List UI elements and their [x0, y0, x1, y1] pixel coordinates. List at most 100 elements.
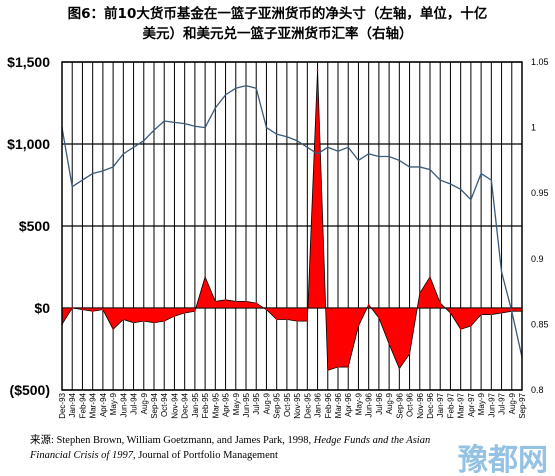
x-axis-tick-label: Mar-97	[457, 392, 466, 418]
exchange-rate-point	[153, 129, 155, 131]
right-axis-tick-label: 1.05	[531, 57, 549, 67]
exchange-rate-point	[132, 146, 135, 148]
exchange-rate-point	[500, 271, 503, 273]
exchange-rate-point	[245, 84, 247, 87]
right-axis-tick-label: 0.9	[531, 254, 544, 264]
x-axis-tick-label: Jul-94	[130, 392, 139, 414]
x-axis-tick-label: Mar-96	[334, 392, 343, 418]
exchange-rate-point	[81, 179, 84, 181]
net-position-point	[367, 303, 370, 306]
exchange-rate-point	[143, 140, 145, 142]
x-axis-tick-label: Feb-95	[201, 392, 210, 418]
left-axis-tick-label: $1,500	[7, 54, 50, 70]
net-position-point	[439, 302, 442, 304]
exchange-rate-point	[214, 107, 217, 109]
net-position-point	[337, 366, 339, 368]
x-axis-tick-label: Dec-96	[426, 392, 435, 418]
x-axis-tick-label: Jun-94	[119, 392, 128, 417]
net-position-point	[204, 276, 206, 278]
net-position-point	[306, 320, 309, 322]
net-position-point	[490, 313, 493, 316]
exchange-rate-point	[459, 188, 462, 190]
exchange-rate-line	[61, 84, 523, 358]
x-axis-tick-label: Aug-9	[508, 392, 517, 414]
x-axis-tick-label: Nov-96	[416, 392, 425, 418]
x-axis-tick-label: Nov-94	[170, 392, 179, 418]
net-position-point	[378, 317, 380, 319]
net-position-point	[214, 300, 217, 303]
source-journal: , Journal of Portfolio Management	[132, 450, 278, 461]
net-position-point	[102, 308, 104, 311]
x-axis-tick-label: Oct-96	[406, 392, 415, 417]
x-axis-tick-label: May-9	[354, 392, 363, 415]
exchange-rate-point	[327, 146, 329, 148]
x-axis-tick-label: Sep-96	[395, 392, 404, 418]
net-position-point	[388, 343, 390, 345]
right-axis-tick-label: 1	[531, 123, 536, 133]
net-position-area	[61, 70, 523, 371]
net-position-point	[71, 307, 74, 309]
exchange-rate-point	[163, 120, 165, 122]
net-position-point	[500, 312, 503, 314]
right-axis-tick-label: 0.85	[531, 319, 549, 329]
exchange-rate-point	[367, 153, 370, 155]
net-position-point	[122, 318, 125, 321]
x-axis-tick-label: Feb-94	[78, 392, 87, 418]
plot-frame	[61, 61, 523, 391]
net-position-point	[255, 302, 258, 304]
exchange-rate-point	[357, 159, 360, 162]
source-title-part-2: Financial Crisis of 1997	[30, 450, 133, 461]
net-position-area-series	[61, 69, 523, 372]
x-axis-tick-label: Aug-9	[140, 392, 149, 414]
x-axis-tick-label: Apr-94	[99, 392, 108, 417]
x-axis-tick-label: Oct-95	[283, 392, 292, 417]
chart-title: 图6：前10大货币基金在一篮子亚洲货币的净头寸（左轴，单位，十亿 美元）和美元兑…	[0, 4, 555, 44]
plot-border	[61, 61, 523, 391]
exchange-rate-point	[419, 166, 421, 168]
right-axis-tick-label: 0.95	[531, 188, 549, 198]
x-axis-tick-label: Feb-97	[446, 392, 455, 418]
exchange-rate-point	[122, 153, 125, 155]
net-position-point	[112, 328, 114, 331]
x-axis-tick-label: Jun-96	[365, 392, 374, 417]
net-position-point	[142, 320, 145, 322]
net-position-point	[326, 369, 329, 372]
chart-title-line-1: 图6：前10大货币基金在一篮子亚洲货币的净头寸（左轴，单位，十亿	[67, 6, 488, 22]
x-axis-tick-label: Aug-9	[385, 392, 394, 414]
net-position-point	[132, 321, 135, 324]
exchange-rate-point	[173, 121, 176, 124]
left-axis-tick-label: $1,000	[7, 136, 50, 152]
watermark: 豫都网	[458, 443, 548, 476]
source-line-2: Financial Crisis of 1997, Journal of Por…	[30, 448, 550, 463]
x-axis-tick-label: Sep-97	[518, 392, 527, 418]
net-position-point	[91, 310, 94, 313]
exchange-rate-point	[398, 159, 401, 162]
left-axis-tick-labels: ($500) $0 $500 $1,000 $1,500	[7, 54, 50, 398]
left-axis-tick-label: $500	[19, 218, 50, 234]
x-axis-tick-label: Jun-97	[487, 392, 496, 417]
exchange-rate-point	[265, 126, 268, 129]
exchange-rate-point	[224, 94, 227, 96]
x-axis-tick-label: Apr-97	[467, 392, 476, 417]
exchange-rate-point	[347, 146, 349, 148]
x-axis-tick-label: Dec-95	[303, 392, 312, 418]
net-position-point	[449, 312, 452, 314]
x-axis-tick-label: Dec-93	[58, 392, 67, 418]
source-prefix: 来源:	[30, 435, 57, 446]
exchange-rate-point	[316, 153, 319, 155]
net-position-point	[357, 325, 360, 327]
exchange-rate-point	[490, 179, 493, 181]
exchange-rate-point	[102, 170, 104, 172]
x-axis-tick-label: Jan-97	[436, 392, 445, 417]
exchange-rate-point	[378, 155, 380, 158]
net-position-point	[275, 318, 278, 321]
source-line-1: 来源: Stephen Brown, William Goetzmann, an…	[30, 433, 550, 448]
exchange-rate-line-series	[61, 84, 523, 358]
exchange-rate-point	[511, 310, 513, 312]
exchange-rate-point	[255, 87, 257, 89]
x-axis-tick-label: Jul-95	[252, 392, 261, 414]
net-position-point	[194, 310, 196, 313]
x-axis-tick-label: Apr-95	[222, 392, 231, 417]
x-axis-tick-label: May-9	[477, 392, 486, 415]
